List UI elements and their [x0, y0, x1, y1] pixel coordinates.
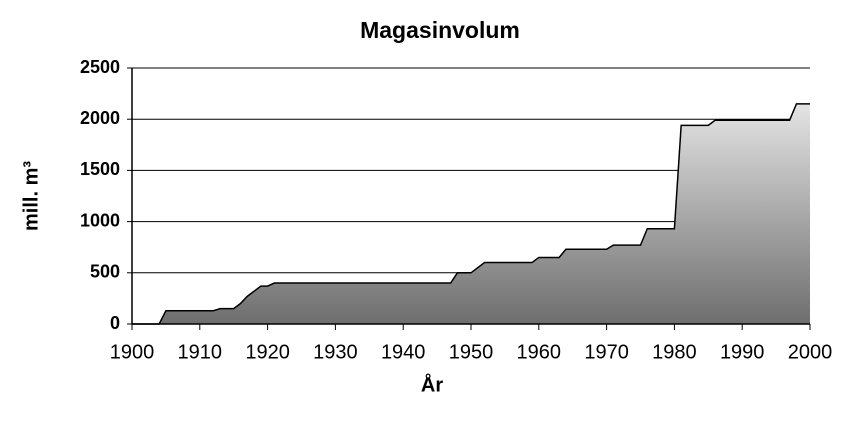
y-tick-label: 1500	[80, 159, 120, 179]
x-tick-label: 1960	[517, 341, 562, 363]
y-tick-label: 0	[110, 313, 120, 333]
chart-title: Magasinvolum	[360, 17, 520, 43]
x-tick-label: 1990	[720, 341, 765, 363]
x-tick-label: 1940	[381, 341, 426, 363]
y-tick-label: 500	[90, 262, 120, 282]
x-tick-label: 1970	[584, 341, 629, 363]
x-tick-label: 1980	[652, 341, 697, 363]
x-tick-label: 1910	[178, 341, 223, 363]
area	[132, 103, 810, 324]
x-tick-label: 1900	[110, 341, 155, 363]
line	[132, 103, 810, 325]
x-tick-label: 2000	[788, 341, 833, 363]
x-tick-label: 1930	[313, 341, 358, 363]
y-tick-label: 1000	[80, 210, 120, 230]
x-tick-label: 1950	[449, 341, 494, 363]
y-tick-label: 2000	[80, 108, 120, 128]
y-tick-label: 2500	[80, 57, 120, 77]
y-axis-label: mill. m³	[20, 161, 42, 231]
x-tick-label: 1920	[245, 341, 290, 363]
x-axis-label: År	[421, 372, 443, 396]
